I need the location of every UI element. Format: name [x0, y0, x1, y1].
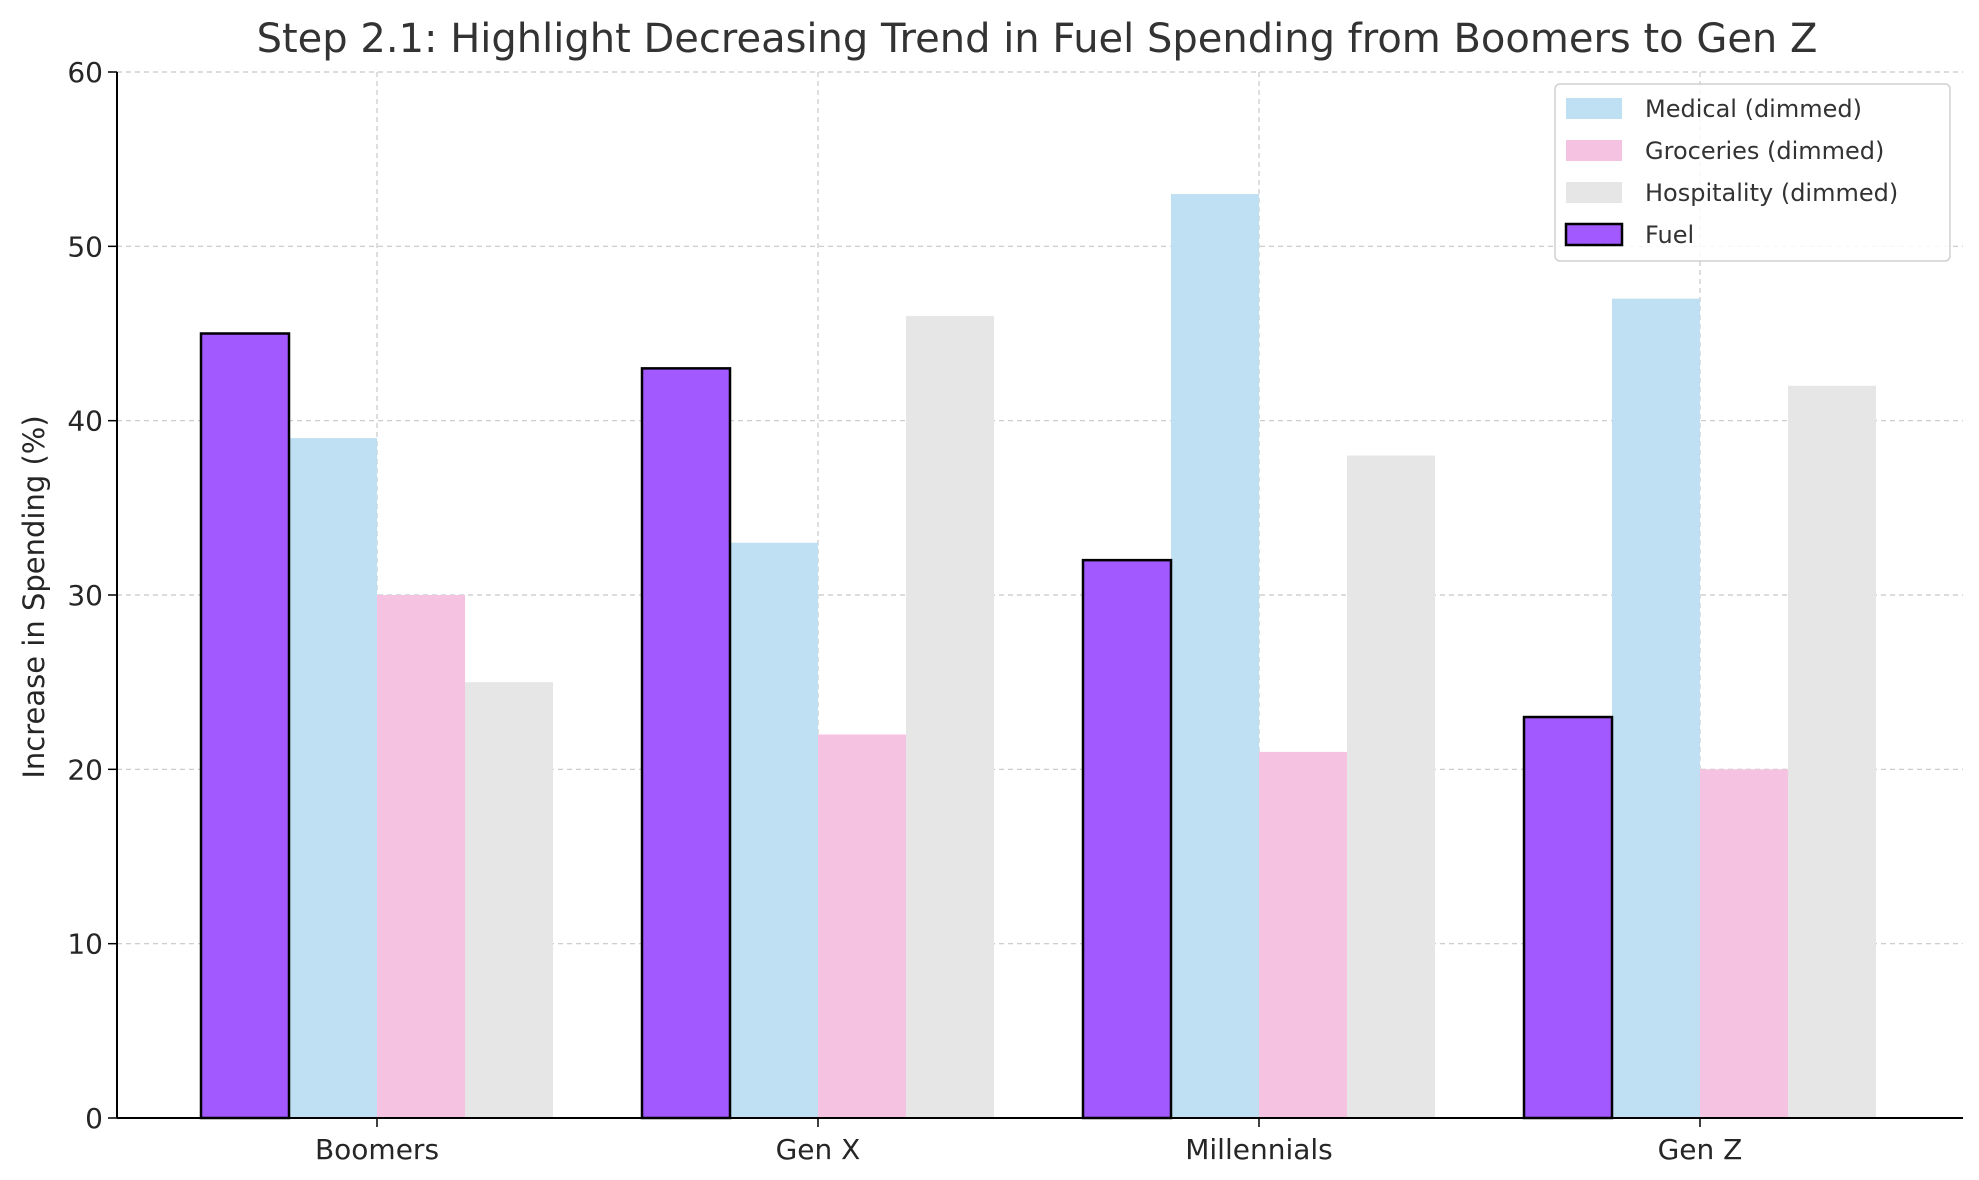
y-tick-label: 50 [67, 230, 103, 263]
legend-label: Fuel [1645, 221, 1694, 249]
bar-hospitality-gen-z [1788, 385, 1876, 1118]
bar-hospitality-gen-x [906, 316, 994, 1119]
bar-groceries-gen-z [1700, 769, 1788, 1118]
legend: Medical (dimmed) Groceries (dimmed) Hospit… [1554, 83, 1951, 262]
bar-medical-millennials [1171, 194, 1259, 1119]
legend-box [1554, 83, 1951, 262]
legend-label: Hospitality (dimmed) [1645, 179, 1898, 207]
y-axis-label: Increase in Spending (%) [17, 415, 51, 778]
bar-fuel-millennials [1081, 558, 1173, 1120]
chart-title: Step 2.1: Highlight Decreasing Trend in … [257, 16, 1818, 62]
legend-swatch [1566, 98, 1622, 119]
axes: 0 10 20 30 40 50 60 Boomers Gen X Millennials Gen … [67, 56, 1963, 1166]
bar-hospitality-millennials [1347, 455, 1435, 1118]
bars [199, 194, 1876, 1120]
bar-groceries-gen-x [818, 734, 906, 1118]
bar-medical-boomers [289, 438, 377, 1119]
legend-swatch [1564, 222, 1624, 247]
bar-groceries-millennials [1259, 751, 1347, 1118]
legend-swatch [1566, 182, 1622, 203]
x-tick-label: Millennials [1185, 1133, 1333, 1166]
bar-medical-gen-z [1612, 298, 1700, 1119]
bar-fuel-boomers [199, 332, 291, 1120]
x-tick-label: Boomers [315, 1133, 439, 1166]
y-tick-label: 40 [67, 405, 103, 438]
y-tick-label: 20 [67, 753, 103, 786]
bar-hospitality-boomers [465, 682, 553, 1118]
bar-fuel-gen-z [1522, 715, 1614, 1120]
legend-swatch [1566, 140, 1622, 161]
legend-label: Groceries (dimmed) [1645, 137, 1884, 165]
bar-groceries-boomers [377, 595, 465, 1118]
x-tick-label: Gen X [776, 1133, 861, 1166]
y-tick-label: 30 [67, 579, 103, 612]
bar-medical-gen-x [730, 542, 818, 1118]
y-tick-label: 0 [85, 1102, 103, 1135]
legend-label: Medical (dimmed) [1645, 95, 1862, 123]
x-tick-label: Gen Z [1658, 1133, 1743, 1166]
y-tick-label: 10 [67, 928, 103, 961]
y-tick-label: 60 [67, 56, 103, 89]
bar-fuel-gen-x [640, 367, 732, 1120]
